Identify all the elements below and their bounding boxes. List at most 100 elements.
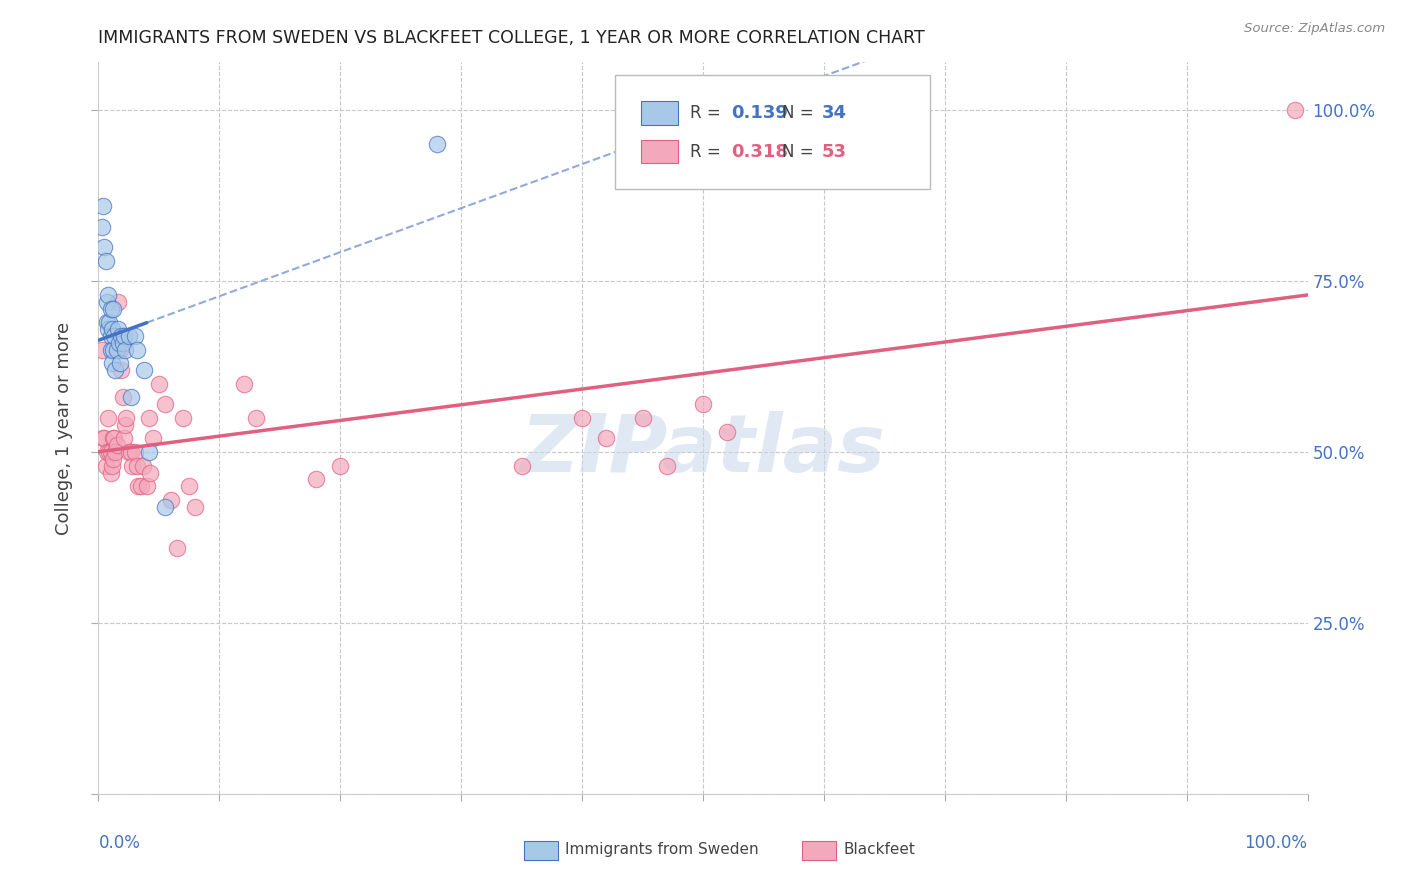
Y-axis label: College, 1 year or more: College, 1 year or more (55, 322, 73, 534)
Point (121, 458, 143, 473)
Point (179, 479, 201, 493)
Point (114, 343, 136, 357)
Point (118, 329, 141, 343)
Point (124, 329, 146, 343)
Text: 34: 34 (821, 103, 846, 122)
Point (104, 363, 127, 377)
Text: Source: ZipAtlas.com: Source: ZipAtlas.com (1244, 22, 1385, 36)
Point (655, 458, 678, 473)
Text: Blackfeet: Blackfeet (844, 842, 915, 857)
Point (100, 466, 122, 480)
Point (160, 492, 183, 507)
Point (100, 329, 122, 343)
Point (108, 356, 131, 370)
Point (115, 411, 138, 425)
Point (91, 343, 114, 357)
Point (134, 363, 156, 377)
Point (100, 458, 122, 473)
Point (93, 431, 115, 445)
Point (105, 438, 128, 452)
Point (716, 425, 738, 439)
Point (101, 301, 124, 316)
Point (184, 500, 207, 514)
FancyBboxPatch shape (803, 841, 837, 860)
Point (110, 329, 132, 343)
Point (107, 322, 129, 336)
Point (127, 479, 149, 493)
Point (245, 411, 267, 425)
Point (103, 431, 125, 445)
FancyBboxPatch shape (641, 140, 678, 163)
Point (100, 343, 122, 357)
Point (172, 411, 194, 425)
Text: ZIPatlas: ZIPatlas (520, 411, 886, 489)
Point (104, 445, 127, 459)
Point (305, 472, 328, 486)
Point (94, 253, 117, 268)
Point (101, 431, 124, 445)
Point (105, 343, 128, 357)
Point (93, 240, 115, 254)
Point (91, 199, 114, 213)
Point (166, 541, 188, 555)
Point (120, 445, 142, 459)
Point (112, 329, 135, 343)
FancyBboxPatch shape (524, 841, 558, 860)
Text: 100.0%: 100.0% (1244, 834, 1308, 852)
Text: 53: 53 (821, 143, 846, 161)
Point (114, 417, 136, 432)
Point (127, 343, 149, 357)
Point (129, 479, 152, 493)
Point (510, 458, 533, 473)
Point (692, 397, 714, 411)
Point (135, 479, 157, 493)
Point (97, 288, 120, 302)
Point (101, 451, 124, 466)
Point (571, 411, 593, 425)
Point (97, 322, 120, 336)
Point (127, 458, 149, 473)
Point (98, 315, 121, 329)
Point (120, 391, 142, 405)
Point (142, 431, 165, 445)
Point (91, 431, 114, 445)
Point (100, 301, 122, 316)
Point (111, 335, 134, 350)
Point (100, 445, 122, 459)
Point (108, 335, 131, 350)
Point (1284, 103, 1306, 118)
Text: R =: R = (690, 103, 725, 122)
Point (112, 431, 135, 445)
Point (111, 391, 134, 405)
Point (329, 458, 352, 473)
Point (426, 137, 449, 152)
Point (94, 458, 117, 473)
Point (98, 445, 121, 459)
Point (631, 411, 654, 425)
Point (139, 466, 162, 480)
Point (124, 445, 146, 459)
Point (101, 343, 124, 357)
Point (153, 397, 176, 411)
Point (110, 363, 132, 377)
Point (595, 431, 617, 445)
Point (97, 411, 120, 425)
Text: 0.0%: 0.0% (98, 834, 141, 852)
Point (96, 315, 118, 329)
Point (96, 445, 118, 459)
Point (108, 343, 131, 357)
Point (100, 356, 122, 370)
Text: Immigrants from Sweden: Immigrants from Sweden (565, 842, 759, 857)
Point (118, 445, 141, 459)
Point (107, 294, 129, 309)
Point (132, 458, 155, 473)
Text: IMMIGRANTS FROM SWEDEN VS BLACKFEET COLLEGE, 1 YEAR OR MORE CORRELATION CHART: IMMIGRANTS FROM SWEDEN VS BLACKFEET COLL… (98, 29, 925, 47)
Point (96, 294, 118, 309)
Point (232, 376, 254, 391)
FancyBboxPatch shape (641, 101, 678, 125)
Point (103, 329, 125, 343)
Text: N =: N = (782, 103, 818, 122)
Point (138, 411, 160, 425)
FancyBboxPatch shape (614, 75, 931, 189)
Point (100, 322, 122, 336)
